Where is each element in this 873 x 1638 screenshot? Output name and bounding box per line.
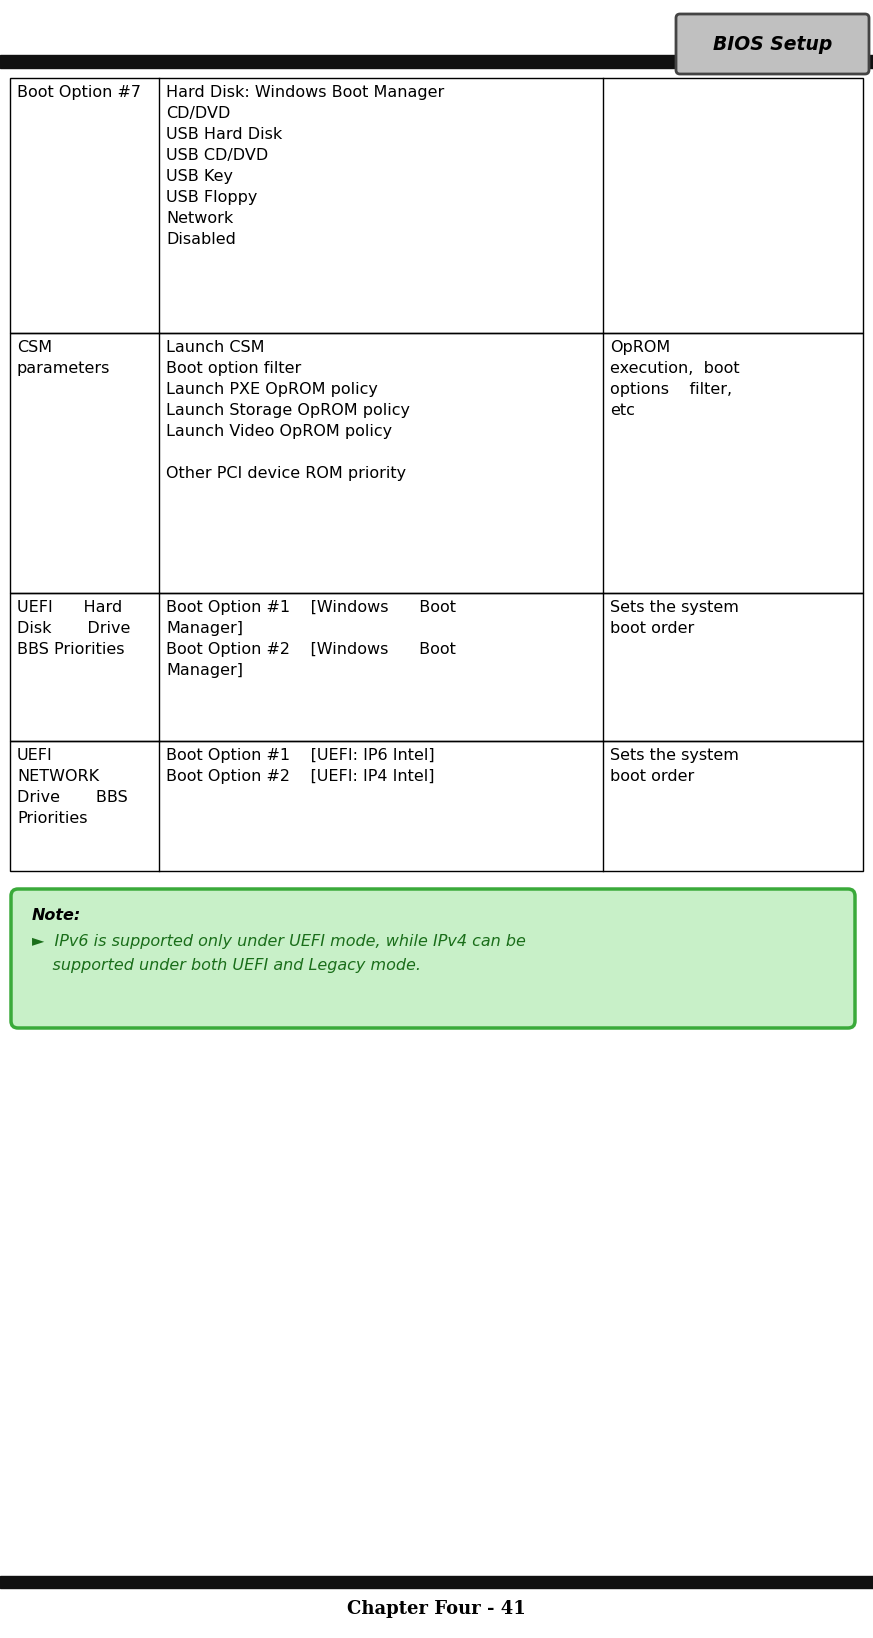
Bar — [0, 56, 873, 69]
Text: CSM
parameters: CSM parameters — [17, 341, 110, 377]
Bar — [10, 333, 863, 593]
Bar — [10, 79, 863, 333]
Text: Sets the system
boot order: Sets the system boot order — [610, 749, 739, 785]
Text: Boot Option #1    [Windows      Boot
Manager]
Boot Option #2    [Windows      Bo: Boot Option #1 [Windows Boot Manager] Bo… — [166, 600, 457, 678]
Text: Boot Option #7: Boot Option #7 — [17, 85, 141, 100]
Text: Hard Disk: Windows Boot Manager
CD/DVD
USB Hard Disk
USB CD/DVD
USB Key
USB Flop: Hard Disk: Windows Boot Manager CD/DVD U… — [166, 85, 444, 247]
FancyBboxPatch shape — [11, 889, 855, 1029]
Text: Chapter Four - 41: Chapter Four - 41 — [347, 1600, 526, 1618]
Text: supported under both UEFI and Legacy mode.: supported under both UEFI and Legacy mod… — [32, 958, 421, 973]
Text: UEFI
NETWORK
Drive       BBS
Priorities: UEFI NETWORK Drive BBS Priorities — [17, 749, 127, 826]
Bar — [0, 1576, 873, 1587]
FancyBboxPatch shape — [676, 15, 869, 74]
Text: Sets the system
boot order: Sets the system boot order — [610, 600, 739, 636]
Text: OpROM
execution,  boot
options    filter,
etc: OpROM execution, boot options filter, et… — [610, 341, 739, 418]
Text: ►  IPv6 is supported only under UEFI mode, while IPv4 can be: ► IPv6 is supported only under UEFI mode… — [32, 934, 526, 948]
Text: Boot Option #1    [UEFI: IP6 Intel]
Boot Option #2    [UEFI: IP4 Intel]: Boot Option #1 [UEFI: IP6 Intel] Boot Op… — [166, 749, 435, 785]
Text: Launch CSM
Boot option filter
Launch PXE OpROM policy
Launch Storage OpROM polic: Launch CSM Boot option filter Launch PXE… — [166, 341, 410, 482]
Bar — [10, 740, 863, 871]
Text: BIOS Setup: BIOS Setup — [713, 34, 832, 54]
Text: Note:: Note: — [32, 907, 81, 922]
Bar — [10, 593, 863, 740]
Text: UEFI      Hard
Disk       Drive
BBS Priorities: UEFI Hard Disk Drive BBS Priorities — [17, 600, 130, 657]
